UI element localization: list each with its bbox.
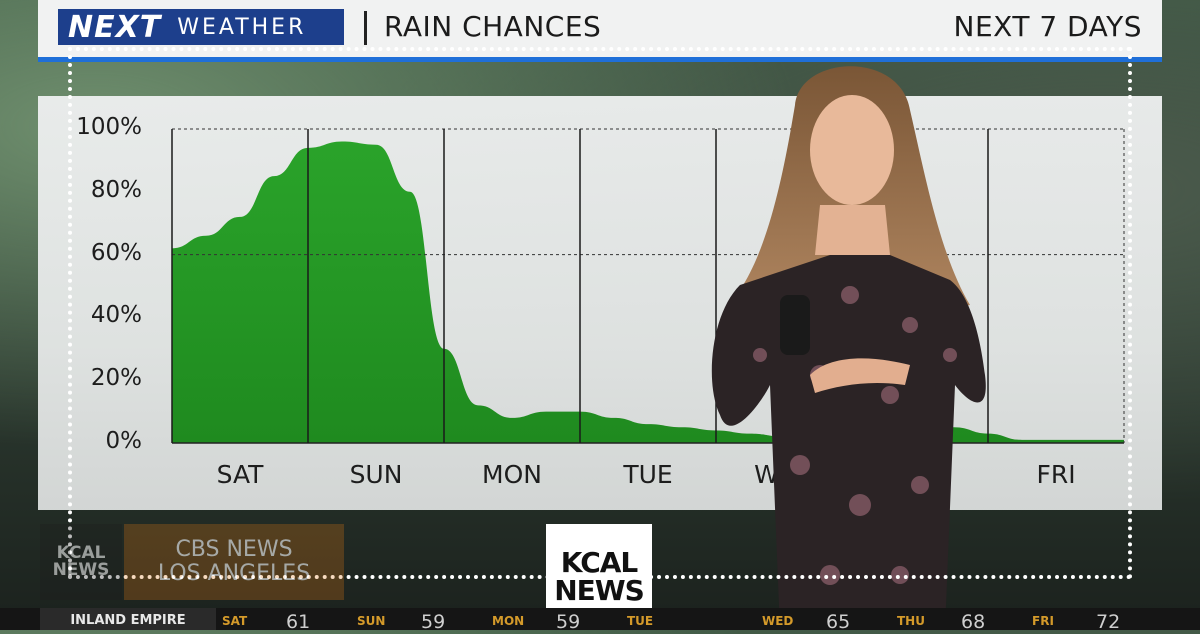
x-tick-label: FRI: [1036, 460, 1076, 489]
ticker-day: TUE: [627, 614, 654, 628]
x-tick-label: SAT: [216, 460, 264, 489]
ticker-day: THU: [897, 614, 925, 628]
y-tick-label: 40%: [90, 302, 142, 329]
ticker-temp: 61: [286, 611, 311, 633]
y-tick-label: 20%: [90, 365, 142, 392]
ticker-day: WED: [762, 614, 794, 628]
ticker-day: MON: [492, 614, 525, 628]
next-weather-logo: NEXT WEATHER: [58, 9, 344, 45]
cbs-line1: CBS NEWS: [175, 537, 293, 562]
y-tick-label: 80%: [90, 176, 142, 203]
ticker-day: SUN: [357, 614, 386, 628]
dotted-frame: [68, 47, 1132, 579]
ticker-day: FRI: [1032, 614, 1054, 628]
ticker-region: INLAND EMPIRE: [40, 608, 216, 630]
rain-chance-area: [172, 141, 1124, 443]
y-tick-label: 0%: [105, 428, 143, 454]
y-tick-label: 60%: [90, 239, 142, 266]
logo-weather-text: WEATHER: [177, 14, 307, 40]
ticker-temp: 72: [1096, 611, 1121, 633]
ticker-day: SAT: [222, 614, 248, 628]
weather-ticker: INLAND EMPIRE SAT 61 SUN 59 MON 59 TUE WED 65 THU…: [0, 608, 1200, 633]
header-bar: NEXT WEATHER RAIN CHANCES NEXT 7 DAYS: [38, 0, 1162, 62]
kcal-watermark-line1: KCAL: [56, 543, 106, 563]
page-title: RAIN CHANCES: [384, 10, 602, 43]
kcal-logo-line1: KCAL: [560, 546, 638, 579]
kcal-watermark-line2: NEWS: [52, 560, 110, 580]
x-tick-label: MON: [482, 460, 542, 489]
ticker-temp: 59: [556, 611, 581, 633]
cbs-news-watermark: CBS NEWS LOS ANGELES: [124, 524, 344, 600]
logo-next-text: NEXT: [68, 9, 162, 45]
kcal-watermark: KCAL NEWS: [40, 524, 122, 600]
ticker-temp: 68: [961, 611, 986, 633]
presenter-figure: [711, 66, 986, 630]
header-divider: [364, 11, 367, 45]
forecast-range-label: NEXT 7 DAYS: [953, 10, 1142, 43]
cbs-line2: LOS ANGELES: [157, 561, 311, 586]
kcal-logo-line2: NEWS: [554, 574, 645, 607]
x-tick-label: TUE: [623, 460, 673, 489]
y-tick-label: 100%: [76, 114, 142, 140]
x-tick-label: SUN: [349, 460, 403, 489]
ticker-temp: 59: [421, 611, 446, 633]
ticker-temp: 65: [826, 611, 851, 633]
